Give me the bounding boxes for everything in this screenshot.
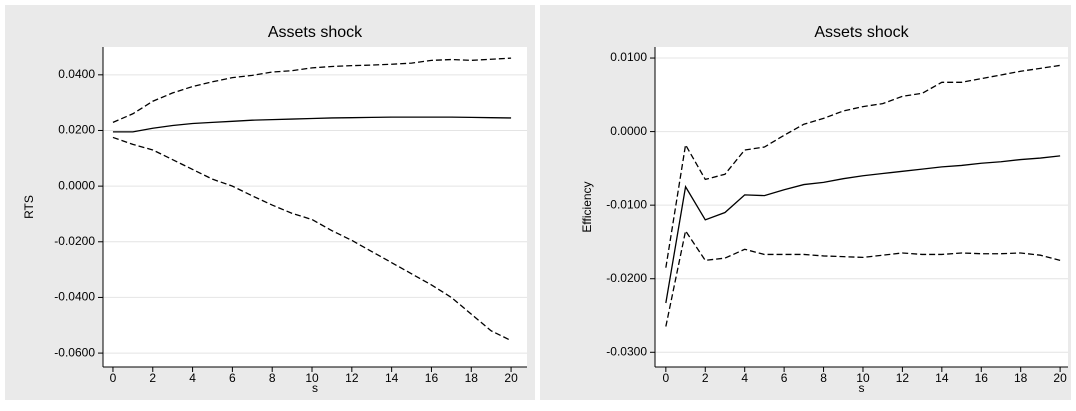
x-tick-label: 10 [856,371,870,385]
x-tick-label: 20 [504,371,518,385]
y-tick-label: 0.0200 [58,123,95,137]
x-tick-label: 8 [269,371,276,385]
x-tick-label: 20 [1053,371,1067,385]
y-tick-label: -0.0600 [54,345,95,359]
x-axis-label: s [859,381,865,395]
y-tick-label: -0.0200 [54,234,95,248]
x-tick-label: 14 [385,371,399,385]
y-axis-label: Efficiency [580,181,594,232]
x-axis-label: s [312,381,318,395]
plot-area [655,47,1068,367]
y-tick-label: -0.0300 [606,344,647,358]
y-tick-label: -0.0100 [606,197,647,211]
plot-area [103,47,527,367]
x-tick-label: 16 [975,371,989,385]
y-tick-label: -0.0200 [606,271,647,285]
x-tick-label: 16 [425,371,439,385]
x-tick-label: 12 [345,371,359,385]
x-tick-label: 10 [305,371,319,385]
x-tick-label: 12 [896,371,910,385]
y-tick-label: 0.0000 [58,178,95,192]
x-tick-label: 6 [781,371,788,385]
y-tick-label: 0.0100 [610,50,647,64]
x-tick-label: 18 [1014,371,1028,385]
x-tick-label: 2 [149,371,156,385]
x-tick-label: 8 [820,371,827,385]
x-tick-label: 14 [935,371,949,385]
series-line [112,116,512,133]
y-tick-label: 0.0400 [58,67,95,81]
x-tick-label: 4 [189,371,196,385]
x-tick-label: 4 [741,371,748,385]
x-tick-label: 18 [465,371,479,385]
chart-title: Assets shock [268,24,363,41]
series-line [665,155,1061,304]
x-tick-label: 6 [229,371,236,385]
series-line [665,64,1061,268]
y-axis-label: RTS [22,195,36,219]
x-tick-label: 2 [702,371,709,385]
y-tick-label: -0.0400 [54,290,95,304]
x-tick-label: 0 [110,371,117,385]
x-tick-label: 0 [662,371,669,385]
chart-title: Assets shock [814,24,909,41]
series-line [665,229,1061,327]
series-line [112,57,512,124]
y-tick-label: 0.0000 [610,124,647,138]
